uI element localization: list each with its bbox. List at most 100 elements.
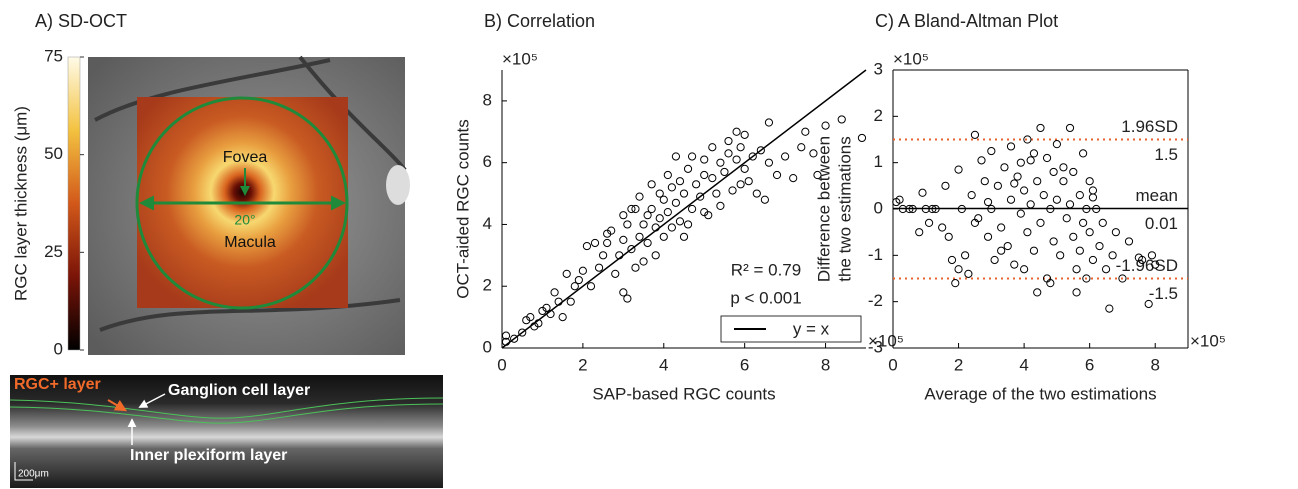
data-point [954, 165, 963, 174]
identity-line [501, 69, 867, 349]
annotation: Ganglion cell layer [168, 382, 310, 399]
data-point [1108, 251, 1117, 260]
colorbar-tick-label: 50 [44, 144, 63, 163]
data-point [1020, 265, 1029, 274]
data-point [764, 118, 774, 127]
data-point [659, 232, 668, 241]
y-tick-label: 2 [483, 276, 492, 295]
data-point [1082, 274, 1091, 283]
data-point [1151, 260, 1160, 269]
data-point [1062, 214, 1071, 223]
y-multiplier: ×10⁵ [893, 49, 929, 68]
annotation: Macula [224, 234, 276, 251]
data-point [837, 115, 846, 124]
data-point [987, 146, 996, 156]
data-point [1085, 228, 1094, 237]
data-point [655, 214, 664, 223]
colorbar [67, 56, 81, 351]
panel-title: C) A Bland-Altman Plot [875, 11, 1058, 31]
colorbar-tick-label: 0 [54, 339, 63, 358]
y-multiplier: ×10⁵ [502, 49, 538, 68]
data-point [931, 204, 940, 214]
data-point [635, 192, 644, 201]
data-point [1059, 177, 1068, 186]
reference-value: -1.5 [1149, 284, 1178, 303]
y-tick-label: 1 [874, 152, 883, 171]
x-tick-label: 2 [578, 355, 587, 374]
x-tick-label: 6 [1085, 355, 1094, 374]
data-point [1065, 200, 1075, 209]
y-tick-label: 0 [874, 198, 883, 217]
y-tick-label: 4 [483, 214, 492, 233]
data-point [944, 232, 953, 241]
reference-value: 0.01 [1145, 214, 1178, 233]
data-point [1023, 135, 1032, 144]
data-point [687, 204, 697, 214]
data-point [740, 164, 749, 173]
data-point [590, 238, 600, 248]
data-point [954, 265, 963, 274]
data-point [619, 235, 628, 244]
data-point [675, 177, 685, 186]
data-point [740, 130, 749, 139]
macula-circle [135, 96, 349, 310]
data-point [1098, 218, 1107, 227]
data-point [1049, 167, 1058, 177]
optic-disc [386, 165, 410, 205]
data-point [1075, 246, 1084, 255]
data-point [1147, 251, 1157, 260]
data-point [647, 204, 656, 214]
data-point [615, 251, 624, 260]
data-point [1016, 158, 1025, 167]
data-point [712, 189, 721, 198]
data-point [671, 198, 681, 207]
data-point [724, 149, 733, 158]
data-point [558, 313, 567, 322]
data-point [631, 204, 640, 214]
data-point [700, 170, 709, 180]
data-point [1033, 288, 1042, 297]
data-point [1085, 177, 1094, 186]
data-point [586, 282, 596, 291]
data-point [1092, 204, 1101, 214]
data-point [1049, 237, 1058, 246]
data-point [623, 294, 632, 303]
data-point [1036, 218, 1045, 227]
data-point [550, 288, 559, 297]
data-point [967, 191, 976, 200]
data-point [736, 180, 745, 189]
data-point [603, 238, 612, 248]
data-point [1029, 246, 1039, 255]
y-tick-label: 8 [483, 90, 492, 109]
data-point [623, 220, 632, 229]
data-point [905, 204, 914, 214]
data-point [918, 188, 927, 197]
y-axis-label: OCT-aided RGC counts [453, 119, 472, 299]
y-tick-label: 2 [874, 106, 883, 125]
data-point [809, 149, 818, 158]
data-point [510, 334, 519, 343]
data-point [643, 238, 652, 248]
data-point [957, 204, 966, 214]
y-axis-label: Difference between [814, 136, 833, 282]
data-point [1118, 274, 1127, 283]
data-point [895, 195, 904, 204]
gcl-arrow [138, 393, 166, 408]
data-point [1029, 149, 1039, 158]
data-point [1065, 123, 1075, 133]
y-axis-label: the two estimations [835, 136, 854, 282]
data-point [961, 251, 970, 260]
x-multiplier: ×10⁵ [868, 331, 904, 350]
colorbar-tick-label: 75 [44, 46, 63, 65]
data-point [736, 143, 745, 152]
data-point [921, 204, 930, 214]
vessels [94, 55, 407, 332]
x-tick-label: 4 [1019, 355, 1028, 374]
data-point [1088, 255, 1098, 265]
x-axis-label: Average of the two estimations [924, 384, 1156, 403]
data-point [1052, 195, 1061, 204]
y-tick-label: -3 [868, 337, 883, 356]
data-point [983, 197, 993, 207]
data-point [990, 255, 999, 265]
annotation: R² = 0.79 [731, 260, 801, 279]
